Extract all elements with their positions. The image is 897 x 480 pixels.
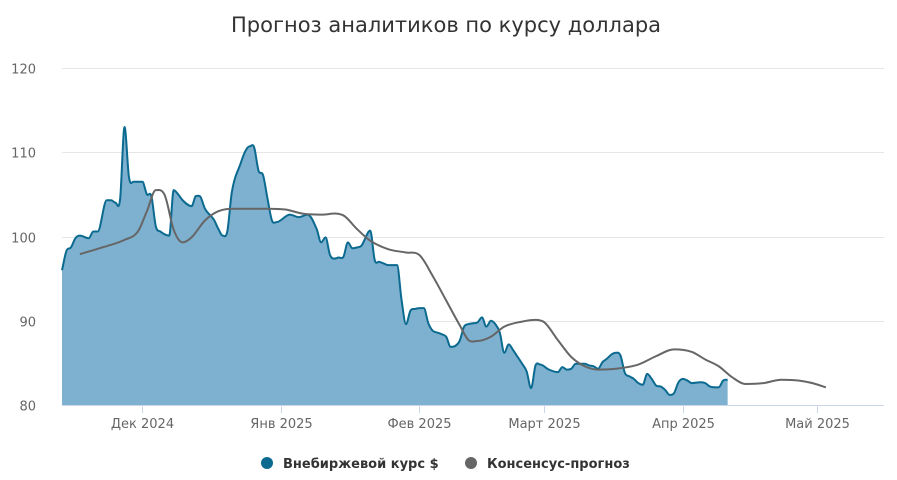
- line-layer: [79, 189, 827, 389]
- x-tick-label: Фев 2025: [387, 417, 451, 432]
- legend-label-consensus: Консенсус-прогноз: [487, 457, 630, 472]
- legend-marker-otc-rate: [261, 457, 273, 469]
- legend-marker-consensus: [465, 457, 477, 469]
- chart-title: Прогноз аналитиков по курсу доллара: [231, 13, 661, 37]
- y-axis-ticks: 80 90 100 110 120: [11, 63, 36, 415]
- y-tick-label: 110: [11, 147, 36, 162]
- y-tick-label: 80: [19, 400, 36, 415]
- legend: Внебиржевой курс $ Консенсус-прогноз: [261, 457, 630, 472]
- x-tick-label: Дек 2024: [111, 417, 174, 432]
- series-line-1[interactable]: [79, 189, 827, 389]
- x-tick-label: Янв 2025: [250, 417, 312, 432]
- x-tick-label: Май 2025: [785, 417, 850, 432]
- legend-label-otc-rate: Внебиржевой курс $: [283, 457, 439, 472]
- legend-item-otc-rate[interactable]: Внебиржевой курс $: [261, 457, 439, 472]
- x-axis-ticks: Дек 2024 Янв 2025 Фев 2025 Март 2025 Апр 202…: [111, 405, 850, 432]
- series-line-0[interactable]: [61, 125, 728, 396]
- y-tick-label: 120: [11, 63, 36, 78]
- y-tick-label: 100: [11, 232, 36, 247]
- x-tick-label: Апр 2025: [652, 417, 715, 432]
- area-layer: [61, 125, 728, 405]
- y-tick-label: 90: [19, 316, 36, 331]
- x-tick-label: Март 2025: [508, 417, 580, 432]
- legend-item-consensus[interactable]: Консенсус-прогноз: [465, 457, 630, 472]
